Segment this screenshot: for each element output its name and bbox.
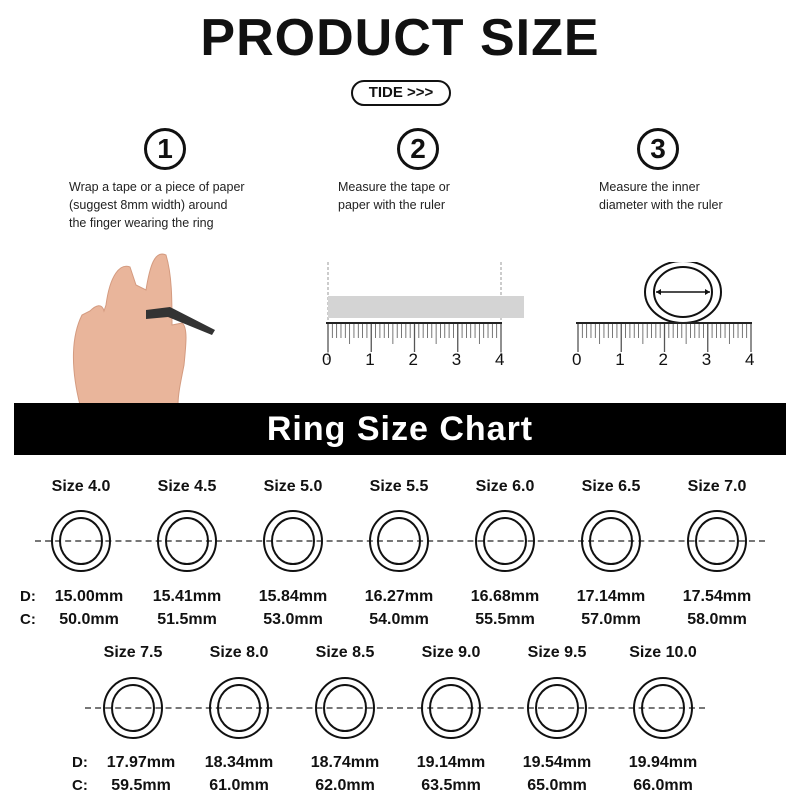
- size-label: Size 7.5: [103, 644, 163, 661]
- circumference-value: 53.0mm: [263, 611, 323, 628]
- step-line: diameter with the ruler: [599, 198, 723, 212]
- ring-size-circle: [209, 677, 269, 739]
- ruler-label: 0: [322, 350, 332, 369]
- center-dashed-line: [85, 707, 705, 709]
- ruler-with-ring-illustration: [576, 262, 752, 352]
- diameter-value: 19.54mm: [522, 754, 592, 771]
- diameter-value: 15.84mm: [258, 588, 328, 605]
- diameter-value: 19.94mm: [628, 754, 698, 771]
- diameter-value: 16.68mm: [470, 588, 540, 605]
- ruler-label: 1: [365, 350, 375, 369]
- circumference-prefix: C:: [20, 611, 36, 628]
- ruler-with-tape-illustration: [326, 262, 524, 362]
- diameter-value: 15.00mm: [54, 588, 124, 605]
- size-label: Size 6.5: [581, 478, 641, 495]
- circumference-value: 66.0mm: [633, 777, 693, 794]
- ring-size-circle: [157, 510, 217, 572]
- size-label: Size 9.0: [421, 644, 481, 661]
- step-3-text: Measure the inner diameter with the rule…: [599, 178, 723, 214]
- size-label: Size 5.5: [369, 478, 429, 495]
- size-label: Size 4.5: [157, 478, 217, 495]
- diameter-prefix: D:: [20, 588, 36, 605]
- ring-size-circle: [51, 510, 111, 572]
- diameter-value: 16.27mm: [364, 588, 434, 605]
- step-line: the finger wearing the ring: [69, 216, 214, 230]
- circumference-value: 59.5mm: [111, 777, 171, 794]
- ruler-label: 3: [451, 350, 462, 369]
- step-line: Measure the tape or: [338, 180, 450, 194]
- ring-size-circle: [369, 510, 429, 572]
- diameter-value: 18.34mm: [204, 754, 274, 771]
- ruler-label: 4: [745, 350, 755, 369]
- circumference-value: 54.0mm: [369, 611, 429, 628]
- ring-size-circle: [263, 510, 323, 572]
- ring-size-circle: [315, 677, 375, 739]
- ruler-label: 4: [495, 350, 505, 369]
- circumference-value: 62.0mm: [315, 777, 375, 794]
- size-label: Size 6.0: [475, 478, 535, 495]
- step-1-number: 1: [144, 128, 186, 170]
- diameter-value: 17.14mm: [576, 588, 646, 605]
- hand-with-tape-icon: [73, 253, 215, 405]
- ring-size-circle: [687, 510, 747, 572]
- diameter-value: 15.41mm: [152, 588, 222, 605]
- ring-size-circle: [581, 510, 641, 572]
- size-label: Size 5.0: [263, 478, 323, 495]
- ring-size-circle: [103, 677, 163, 739]
- ring-size-circle: [475, 510, 535, 572]
- paper-tape: [328, 296, 524, 318]
- ruler-label: 3: [701, 350, 712, 369]
- circumference-value: 63.5mm: [421, 777, 481, 794]
- size-label: Size 9.5: [527, 644, 587, 661]
- step-2-text: Measure the tape or paper with the ruler: [338, 178, 450, 214]
- step-1-text: Wrap a tape or a piece of paper (suggest…: [69, 178, 245, 232]
- size-label: Size 7.0: [687, 478, 747, 495]
- circumference-value: 61.0mm: [209, 777, 269, 794]
- diameter-value: 17.97mm: [106, 754, 176, 771]
- diameter-prefix: D:: [72, 754, 88, 771]
- size-label: Size 4.0: [51, 478, 111, 495]
- step-2-number: 2: [397, 128, 439, 170]
- diameter-value: 18.74mm: [310, 754, 380, 771]
- center-dashed-line: [35, 540, 765, 542]
- ruler-label: 2: [658, 350, 668, 369]
- circumference-value: 58.0mm: [687, 611, 747, 628]
- ring-size-circle: [633, 677, 693, 739]
- circumference-value: 57.0mm: [581, 611, 641, 628]
- diameter-value: 19.14mm: [416, 754, 486, 771]
- size-label: Size 8.5: [315, 644, 375, 661]
- ring-size-circle: [421, 677, 481, 739]
- ruler-label: 0: [572, 350, 582, 369]
- circumference-prefix: C:: [72, 777, 88, 794]
- chart-banner: Ring Size Chart: [14, 403, 786, 455]
- diameter-value: 17.54mm: [682, 588, 752, 605]
- ring-size-circle: [527, 677, 587, 739]
- page-title: PRODUCT SIZE: [200, 9, 600, 67]
- step-line: (suggest 8mm width) around: [69, 198, 228, 212]
- size-label: Size 8.0: [209, 644, 269, 661]
- step-line: Wrap a tape or a piece of paper: [69, 180, 245, 194]
- step-3-number: 3: [637, 128, 679, 170]
- circumference-value: 65.0mm: [527, 777, 587, 794]
- ruler-label: 2: [408, 350, 418, 369]
- circumference-value: 55.5mm: [475, 611, 535, 628]
- brand-badge: TIDE >>>: [351, 80, 451, 106]
- circumference-value: 51.5mm: [157, 611, 217, 628]
- step-line: Measure the inner: [599, 180, 700, 194]
- circumference-value: 50.0mm: [59, 611, 119, 628]
- step-line: paper with the ruler: [338, 198, 446, 212]
- ruler-label: 1: [615, 350, 625, 369]
- size-label: Size 10.0: [629, 644, 697, 661]
